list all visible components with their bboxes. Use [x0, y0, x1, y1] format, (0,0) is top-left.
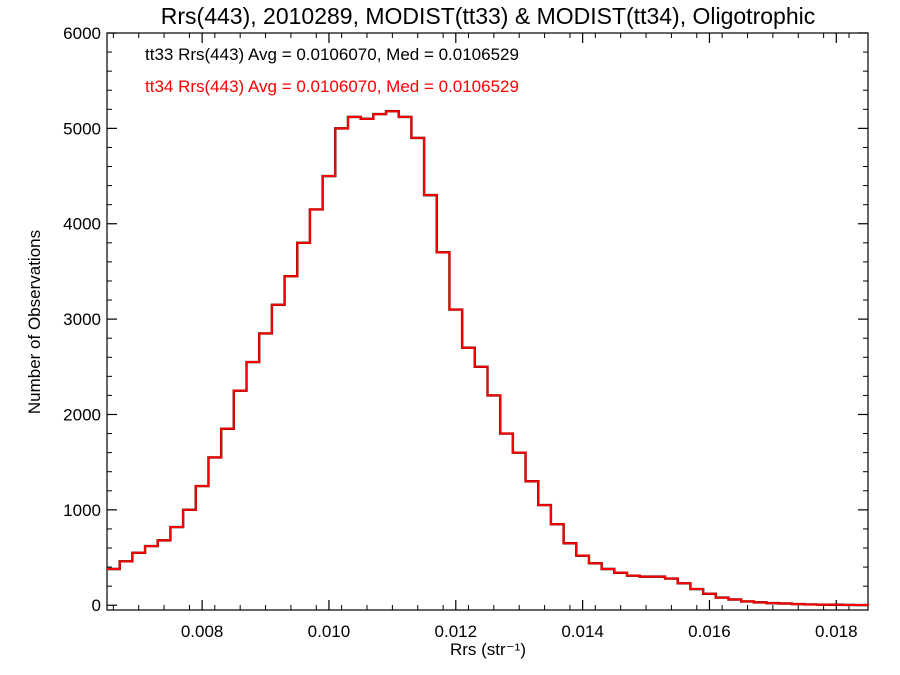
x-axis-label: Rrs (str⁻¹)	[450, 640, 526, 659]
y-tick-label: 0	[92, 596, 101, 615]
y-axis: 0 1000 2000 3000 4000 5000 6000	[63, 24, 868, 615]
plot-frame	[106, 32, 869, 611]
x-tick-label: 0.014	[561, 622, 604, 641]
x-axis: 0.008 0.010 0.012 0.014 0.016 0.018	[112, 33, 858, 641]
x-tick-label: 0.010	[308, 622, 351, 641]
chart-title: Rrs(443), 2010289, MODIST(tt33) & MODIST…	[161, 3, 815, 29]
y-tick-label: 2000	[63, 405, 101, 424]
tt33-stats-annotation: tt33 Rrs(443) Avg = 0.0106070, Med = 0.0…	[145, 45, 519, 64]
x-tick-label: 0.012	[435, 622, 478, 641]
y-tick-label: 3000	[63, 310, 101, 329]
histogram-line-tt33	[107, 110, 870, 607]
y-tick-label: 6000	[63, 24, 101, 43]
plot-border	[106, 32, 869, 611]
series-layer	[107, 110, 870, 607]
y-axis-label: Number of Observations	[25, 230, 44, 414]
x-tick-label: 0.016	[688, 622, 731, 641]
y-tick-label: 1000	[63, 501, 101, 520]
y-tick-label: 5000	[63, 119, 101, 138]
histogram-line-tt34	[107, 110, 869, 607]
x-tick-label: 0.018	[815, 622, 858, 641]
x-tick-label: 0.008	[181, 622, 224, 641]
tt34-stats-annotation: tt34 Rrs(443) Avg = 0.0106070, Med = 0.0…	[145, 77, 519, 96]
y-tick-label: 4000	[63, 215, 101, 234]
